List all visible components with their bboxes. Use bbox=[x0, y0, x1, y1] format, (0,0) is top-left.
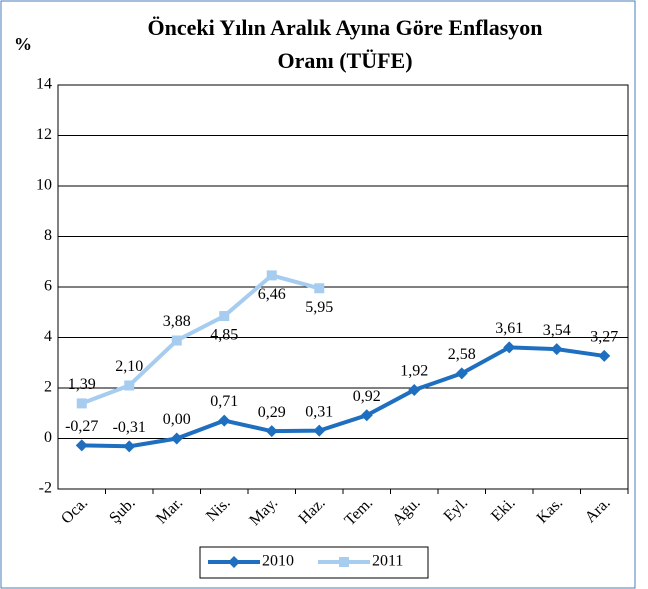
point bbox=[360, 409, 373, 422]
y-axis-label: % bbox=[14, 34, 32, 54]
chart-title: Oranı (TÜFE) bbox=[277, 48, 412, 73]
data-label: 3,61 bbox=[495, 320, 523, 337]
point bbox=[265, 425, 278, 438]
data-label: 0,29 bbox=[258, 404, 286, 421]
point bbox=[598, 349, 611, 362]
data-label: 2,58 bbox=[448, 346, 476, 363]
y-tick-label: 4 bbox=[44, 328, 52, 345]
data-label: -0,31 bbox=[113, 419, 146, 436]
point bbox=[313, 424, 326, 437]
point bbox=[550, 343, 563, 356]
point bbox=[266, 270, 277, 281]
line bbox=[81, 273, 320, 406]
data-label: -0,27 bbox=[65, 418, 98, 435]
y-tick-label: -2 bbox=[39, 480, 52, 497]
data-label: 1,39 bbox=[68, 376, 96, 393]
point bbox=[124, 380, 135, 391]
line bbox=[81, 345, 605, 449]
y-tick-label: 14 bbox=[36, 76, 52, 93]
point bbox=[75, 439, 88, 452]
y-tick-label: 10 bbox=[36, 177, 52, 194]
point bbox=[455, 367, 468, 380]
data-label: 3,27 bbox=[590, 329, 618, 346]
y-tick-label: 0 bbox=[44, 429, 52, 446]
y-tick-label: 2 bbox=[44, 379, 52, 396]
data-label: 0,00 bbox=[163, 411, 191, 428]
point bbox=[408, 384, 421, 397]
data-label: 4,85 bbox=[210, 327, 238, 344]
point bbox=[76, 398, 87, 409]
point bbox=[228, 556, 240, 568]
series: 1,39 2,10 3,88 4,85 6,46 5,95 bbox=[68, 270, 333, 409]
data-label: 3,88 bbox=[163, 313, 191, 330]
legend: 2010 2011 bbox=[199, 546, 429, 579]
data-label: 0,31 bbox=[305, 403, 333, 420]
data-label: 0,71 bbox=[210, 393, 238, 410]
y-tick-label: 8 bbox=[44, 227, 52, 244]
point bbox=[171, 335, 182, 346]
chart-title: Önceki Yılın Aralık Ayına Göre Enflasyon bbox=[147, 15, 542, 40]
legend-label: 2010 bbox=[262, 553, 294, 570]
data-label: 1,92 bbox=[400, 363, 428, 380]
point bbox=[503, 341, 516, 354]
y-tick-label: 12 bbox=[36, 126, 52, 143]
data-label: 0,92 bbox=[353, 388, 381, 405]
point bbox=[218, 414, 231, 427]
data-label: 6,46 bbox=[258, 286, 286, 303]
data-label: 5,95 bbox=[305, 299, 333, 316]
data-label: 2,10 bbox=[115, 358, 143, 375]
data-label: 3,54 bbox=[543, 322, 571, 339]
y-tick-label: 6 bbox=[44, 278, 52, 295]
point bbox=[170, 432, 183, 445]
point bbox=[123, 440, 136, 453]
point bbox=[314, 283, 325, 294]
point bbox=[219, 311, 230, 322]
series: -0,27 -0,31 0,00 0,71 0,29 0,31 0,92 1,92 2,58 3,… bbox=[65, 320, 618, 453]
point bbox=[339, 557, 349, 567]
legend-label: 2011 bbox=[372, 553, 403, 570]
